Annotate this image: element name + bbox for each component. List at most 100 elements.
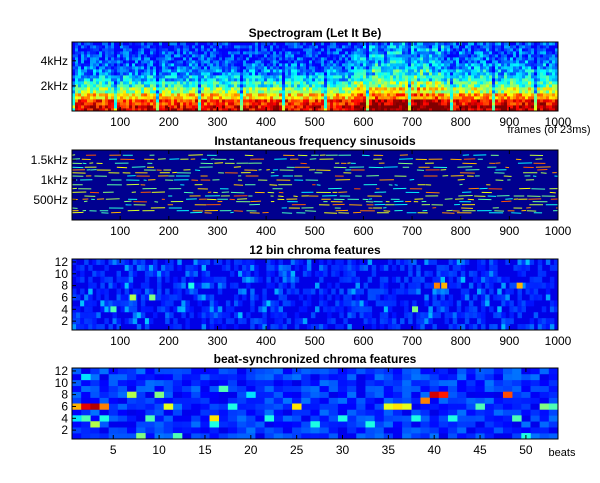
spectrogram-cell [429, 48, 433, 52]
spectrogram-cell [504, 45, 508, 49]
spectrogram-cell [141, 84, 145, 88]
spectrogram-cell [423, 42, 427, 46]
spectrogram-cell [300, 81, 304, 85]
spectrogram-cell [75, 84, 79, 88]
spectrogram-cell [309, 72, 313, 76]
chroma-cell [108, 259, 113, 265]
spectrogram-cell [402, 45, 406, 49]
spectrogram-cell [372, 78, 376, 82]
spectrogram-cell [453, 90, 457, 94]
spectrogram-cell [483, 42, 487, 46]
chroma-cell [80, 270, 85, 277]
spectrogram-cell [198, 84, 202, 88]
spectrogram-cell [519, 69, 523, 73]
spectrogram-cell [300, 75, 304, 79]
spectrogram-cell [342, 81, 346, 85]
spectrogram-cell [111, 99, 115, 103]
spectrogram-cell [480, 81, 484, 85]
spectrogram-cell [114, 48, 118, 52]
spectrogram-cell [327, 102, 331, 106]
spectrogram-cell [522, 69, 526, 73]
chroma-cell [140, 306, 146, 313]
spectrogram-cell [231, 69, 235, 73]
spectrogram-cell [411, 51, 415, 55]
spectrogram-cell [522, 60, 526, 64]
spectrogram-cell [393, 57, 397, 61]
spectrogram-cell [354, 108, 358, 111]
spectrogram-cell [153, 96, 157, 100]
spectrogram-cell [267, 69, 271, 73]
chroma-cell [323, 264, 328, 271]
spectrogram-cell [423, 66, 427, 70]
spectrogram-cell [132, 60, 136, 64]
spectrogram-cell [492, 105, 496, 109]
spectrogram-cell [408, 105, 412, 109]
spectrogram-cell [204, 75, 208, 79]
spectrogram-cell [351, 108, 355, 111]
spectrogram-cell [498, 60, 502, 64]
chroma-cell [400, 282, 405, 289]
spectrogram-cell [360, 108, 364, 111]
spectrogram-cell [231, 72, 235, 76]
spectrogram-cell [516, 105, 520, 109]
spectrogram-cell [420, 90, 424, 94]
chroma-cell [116, 300, 121, 307]
x-tick-label: 300 [207, 224, 227, 238]
spectrogram-cell [282, 87, 286, 91]
spectrogram-cell [423, 57, 427, 61]
spectrogram-cell [471, 87, 475, 91]
spectrogram-cell [522, 78, 526, 82]
spectrogram-cell [303, 90, 307, 94]
chroma-cell [189, 312, 194, 319]
spectrogram-cell [141, 69, 145, 73]
spectrogram-cell [438, 66, 442, 70]
spectrogram-cell [525, 96, 529, 100]
spectrogram-cell [264, 72, 268, 76]
spectrogram-cell [204, 96, 208, 100]
spectrogram-cell [465, 90, 469, 94]
chroma-cell [88, 324, 93, 330]
spectrogram-cell [489, 51, 493, 55]
spectrogram-cell [264, 102, 268, 106]
spectrogram-cell [399, 81, 403, 85]
spectrogram-cell [255, 54, 259, 58]
spectrogram-cell [447, 54, 451, 58]
spectrogram-cell [417, 60, 421, 64]
spectrogram-cell [162, 93, 166, 97]
spectrogram-cell [246, 102, 250, 106]
spectrogram-cell [138, 84, 142, 88]
spectrogram-cell [78, 72, 82, 76]
spectrogram-cell [351, 75, 355, 79]
spectrogram-cell [540, 87, 544, 91]
spectrogram-cell [444, 105, 448, 109]
chroma-cell [379, 282, 385, 289]
spectrogram-cell [333, 75, 337, 79]
chroma-cell [420, 276, 425, 283]
spectrogram-cell [315, 72, 319, 76]
spectrogram-cell [330, 93, 334, 97]
spectrogram-cell [198, 45, 202, 49]
chroma-cell [509, 288, 514, 295]
spectrogram-cell [459, 48, 463, 52]
chroma-cell [217, 259, 223, 265]
spectrogram-cell [258, 93, 262, 97]
spectrogram-cell [426, 90, 430, 94]
spectrogram-cell [456, 54, 460, 58]
spectrogram-cell [102, 75, 106, 79]
spectrogram-cell [288, 63, 292, 67]
spectrogram-cell [186, 45, 190, 49]
spectrogram-cell [459, 102, 463, 106]
spectrogram-cell [408, 60, 412, 64]
spectrogram-cell [459, 45, 463, 49]
spectrogram-cell [411, 42, 415, 46]
spectrogram-cell [348, 96, 352, 100]
spectrogram-cell [537, 75, 541, 79]
spectrogram-cell [432, 75, 436, 79]
spectrogram-cell [501, 69, 505, 73]
spectrogram-cell [210, 60, 214, 64]
chroma-cell [189, 270, 194, 277]
spectrogram-cell [150, 54, 154, 58]
spectrogram-cell [408, 81, 412, 85]
spectrogram-cell [132, 51, 136, 55]
